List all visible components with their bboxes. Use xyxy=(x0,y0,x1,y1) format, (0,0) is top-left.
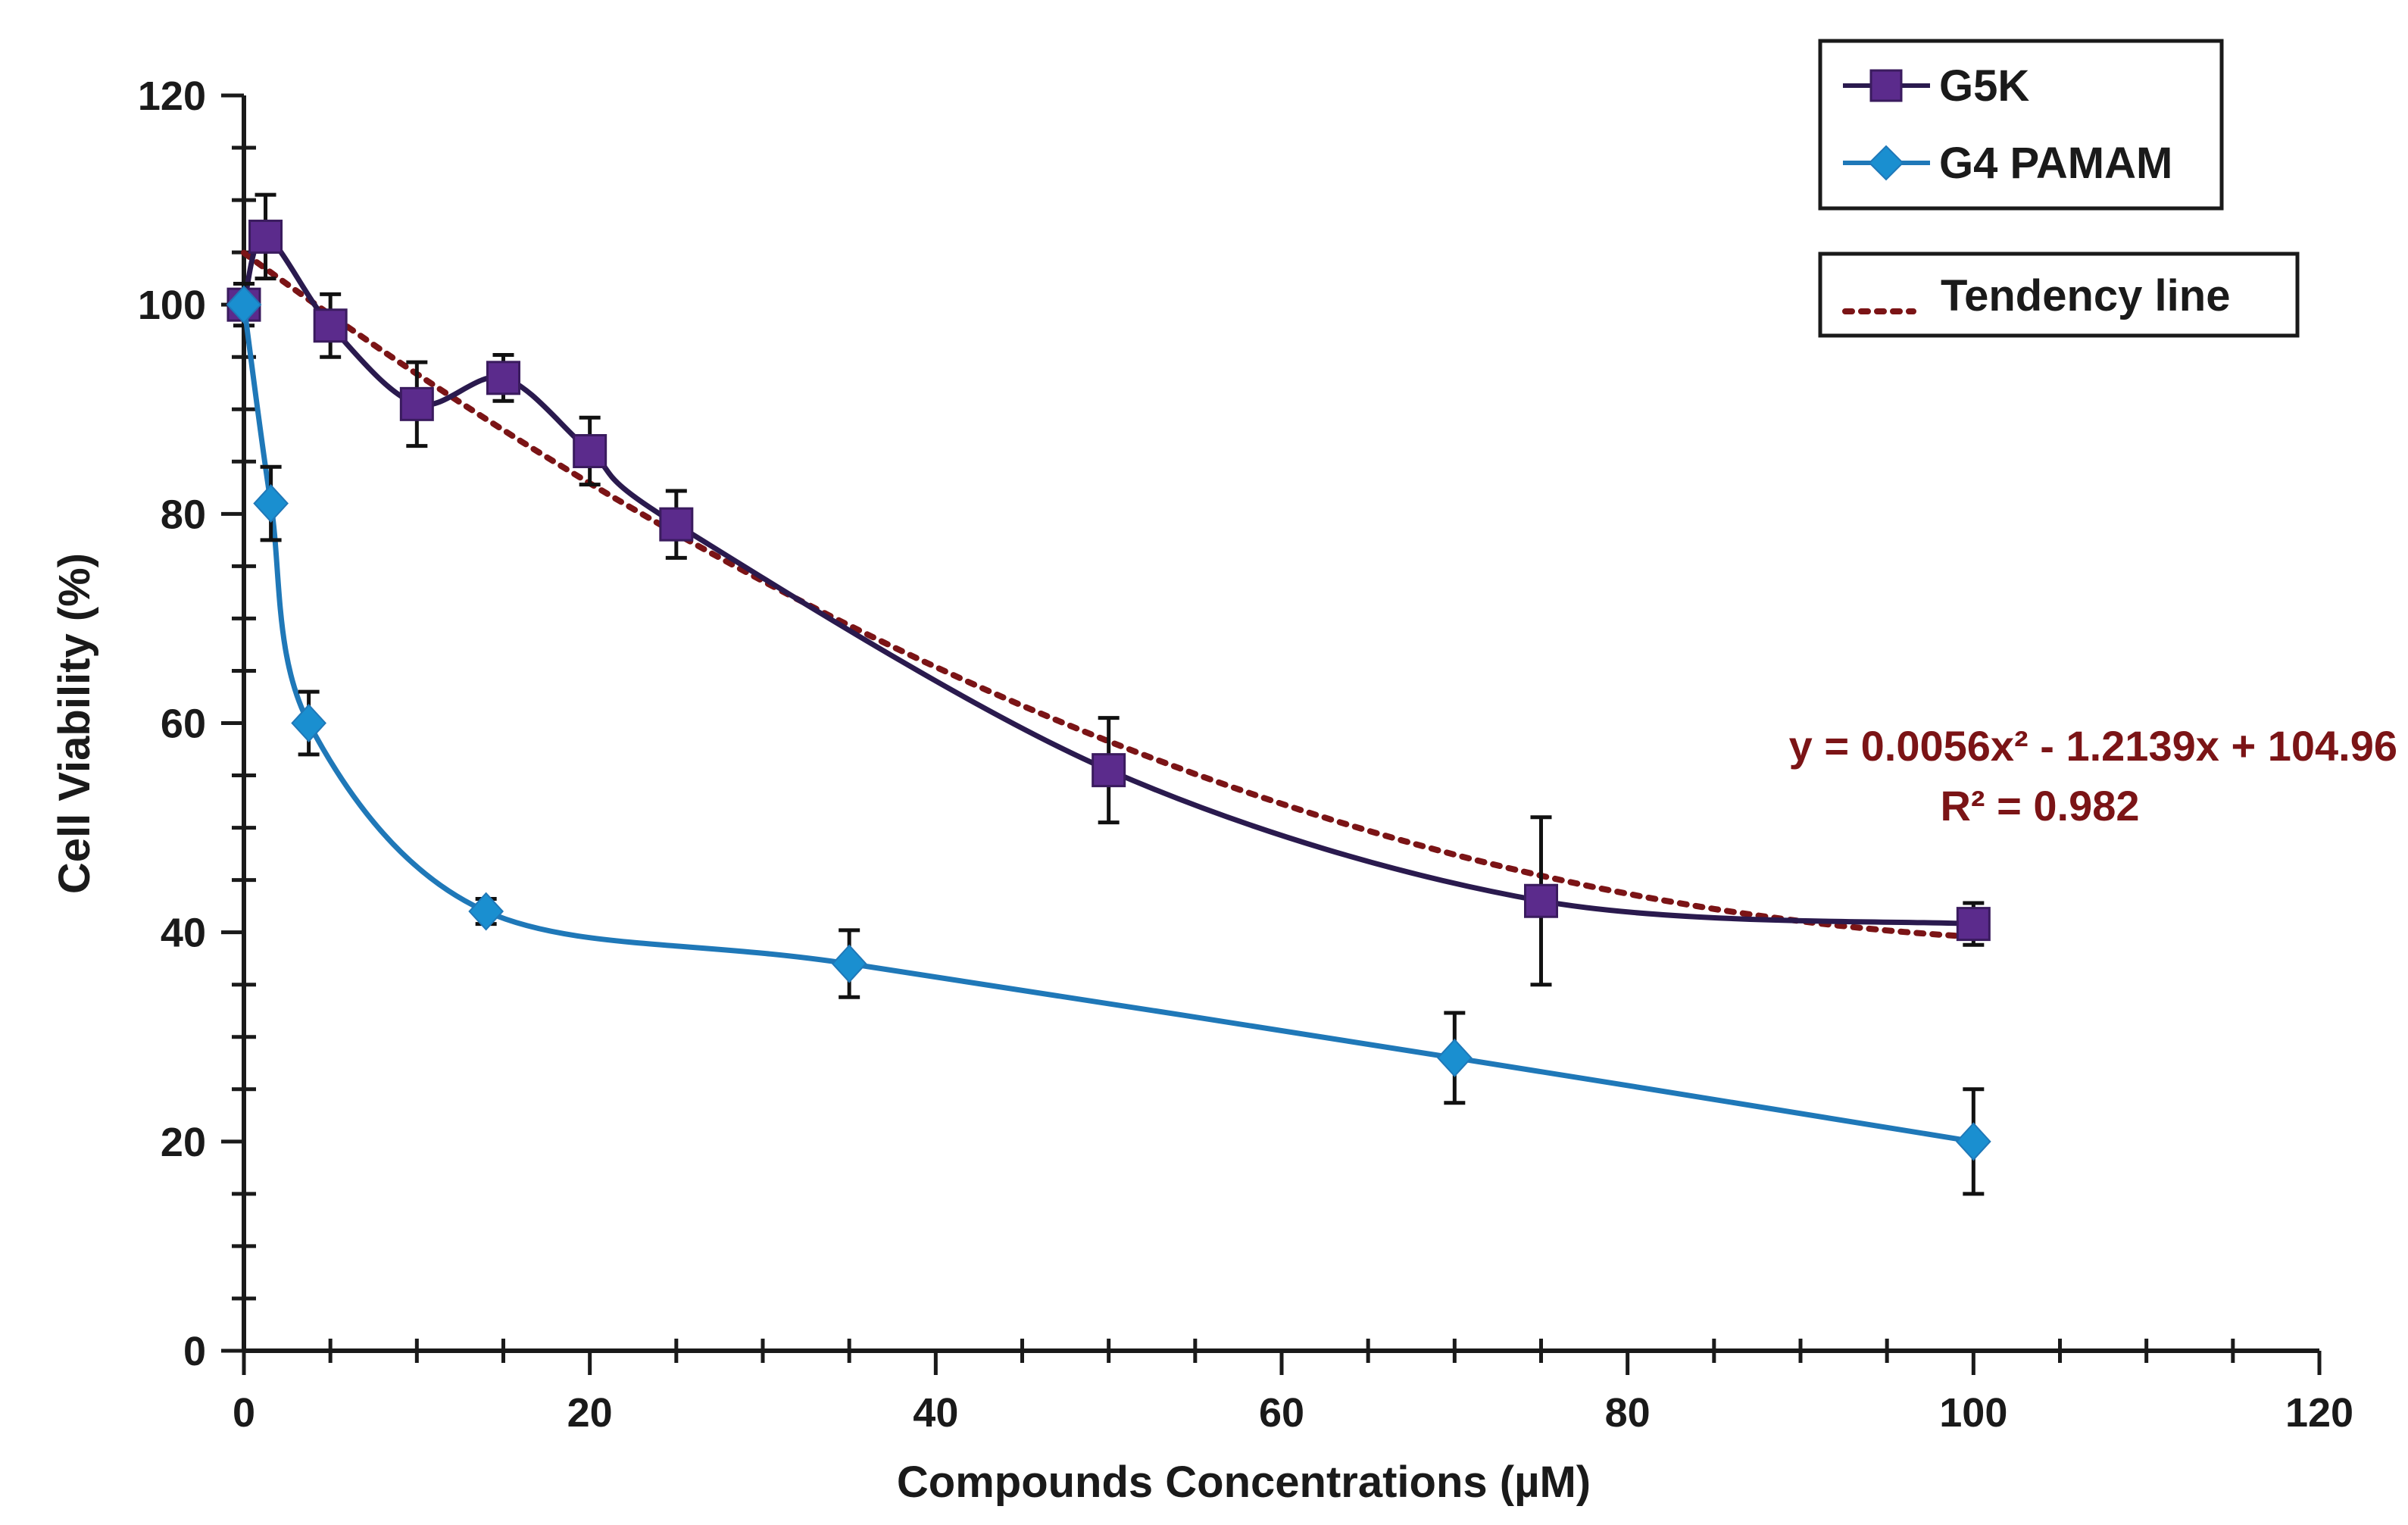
data-point xyxy=(573,433,607,468)
data-point xyxy=(1092,753,1126,788)
trend-r-squared: R² = 0.982 xyxy=(1940,782,2139,830)
trend-legend-label: Tendency line xyxy=(1941,271,2230,320)
x-tick-label: 20 xyxy=(567,1390,613,1436)
data-point xyxy=(291,704,326,742)
data-point xyxy=(248,219,283,254)
series-layer xyxy=(226,192,1991,1196)
trend-legend-box xyxy=(1818,252,2300,338)
y-tick-label: 40 xyxy=(161,911,206,956)
y-tick-label: 0 xyxy=(183,1329,206,1374)
x-tick-label: 80 xyxy=(1605,1390,1651,1436)
x-tick-label: 60 xyxy=(1259,1390,1304,1436)
x-tick-label: 40 xyxy=(913,1390,958,1436)
legend-pamam-label: G4 PAMAM xyxy=(1939,139,2172,188)
data-point xyxy=(1955,1122,1991,1161)
y-tick-label: 120 xyxy=(138,73,206,119)
trend-legend: Tendency line xyxy=(1818,252,2300,338)
data-point xyxy=(1956,907,1991,942)
series-g5k xyxy=(226,192,1991,987)
data-point xyxy=(831,944,867,983)
data-point xyxy=(1524,883,1558,918)
data-point xyxy=(313,308,348,343)
data-point xyxy=(659,507,694,542)
x-tick-label: 120 xyxy=(2285,1390,2353,1436)
series-g4-pamam xyxy=(226,285,1991,1196)
legend-box xyxy=(1818,39,2224,211)
legend-pamam-marker xyxy=(1868,145,1904,181)
y-tick-label: 20 xyxy=(161,1120,206,1165)
data-point xyxy=(468,892,504,931)
y-tick-label: 100 xyxy=(138,283,206,328)
trend-equation: y = 0.0056x² - 1.2139x + 104.96 xyxy=(1789,722,2397,770)
y-tick-label: 60 xyxy=(161,702,206,747)
data-point xyxy=(226,285,262,324)
series-line xyxy=(241,304,1974,1145)
x-tick-label: 100 xyxy=(1939,1390,2007,1436)
legend: G5K G4 PAMAM xyxy=(1818,39,2224,211)
x-axis-title: Compounds Concentrations (µM) xyxy=(897,1458,1591,1507)
data-point xyxy=(1436,1038,1473,1077)
x-tick-label: 0 xyxy=(233,1390,255,1436)
data-point xyxy=(486,361,520,395)
y-tick-label: 80 xyxy=(161,492,206,537)
data-point xyxy=(253,484,289,523)
legend-g5k-label: G5K xyxy=(1939,61,2029,111)
legend-g5k-marker xyxy=(1869,69,1903,102)
data-point xyxy=(399,386,434,421)
y-axis-title: Cell Viability (%) xyxy=(50,553,99,894)
